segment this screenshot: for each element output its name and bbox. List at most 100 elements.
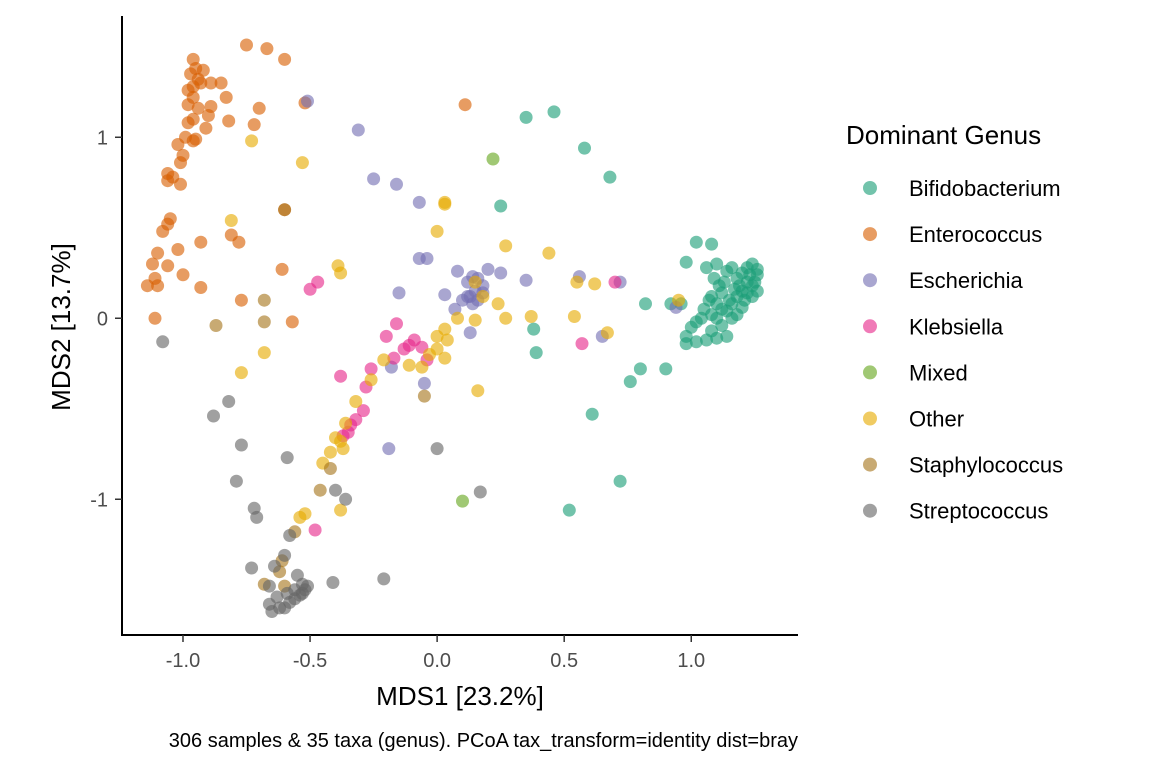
legend-label: Streptococcus — [909, 499, 1048, 524]
point-streptococcus-14 — [268, 559, 281, 573]
legend-title: Dominant Genus — [846, 120, 1041, 150]
point-enterococcus-56 — [285, 315, 299, 329]
point-enterococcus-30 — [186, 134, 200, 148]
point-streptococcus-0 — [156, 335, 170, 349]
point-other-10 — [570, 275, 584, 289]
x-tick-label: -0.5 — [293, 650, 327, 672]
point-enterococcus-1 — [260, 42, 274, 56]
point-enterococcus-17 — [219, 90, 233, 104]
point-other-9 — [468, 275, 482, 289]
legend-label: Staphylococcus — [909, 453, 1063, 478]
legend-swatch — [863, 411, 877, 426]
point-klebsiella-4 — [334, 369, 348, 383]
point-klebsiella-1 — [303, 282, 317, 296]
legend-label: Mixed — [909, 360, 968, 385]
point-bifidobacterium-6 — [705, 237, 719, 251]
point-other-4 — [430, 224, 444, 238]
point-other-39 — [334, 503, 348, 517]
point-bifidobacterium-68 — [562, 503, 576, 517]
point-bifidobacterium-0 — [519, 110, 533, 124]
point-bifidobacterium-54 — [750, 268, 764, 282]
point-other-0 — [245, 134, 259, 148]
point-other-34 — [323, 445, 337, 459]
y-axis-title: MDS2 [13.7%] — [46, 243, 76, 411]
point-bifidobacterium-62 — [623, 375, 637, 389]
point-streptococcus-15 — [278, 548, 292, 562]
point-escherichia-20 — [519, 273, 533, 287]
legend-swatch — [863, 365, 877, 380]
point-other-41 — [234, 366, 248, 380]
point-other-17 — [451, 311, 464, 325]
point-escherichia-2 — [367, 172, 381, 186]
point-enterococcus-28 — [247, 118, 261, 132]
legend-label: Bifidobacterium — [909, 176, 1061, 201]
point-bifidobacterium-61 — [633, 362, 647, 376]
legend-item-enterococcus: Enterococcus — [863, 222, 1042, 247]
point-bifidobacterium-5 — [689, 235, 703, 249]
point-enterococcus-40 — [156, 224, 170, 238]
point-streptococcus-12 — [283, 529, 297, 542]
point-streptococcus-32 — [262, 579, 276, 593]
point-enterococcus-46 — [146, 257, 159, 271]
point-staphylococcus-5 — [323, 462, 337, 475]
legend-label: Klebsiella — [909, 314, 1004, 339]
point-staphylococcus-3 — [257, 315, 271, 329]
legend-swatch — [863, 181, 877, 195]
point-streptococcus-26 — [270, 590, 284, 604]
point-klebsiella-15 — [356, 404, 370, 418]
point-streptococcus-7 — [329, 483, 342, 497]
point-klebsiella-3 — [575, 337, 589, 351]
point-other-37 — [293, 510, 307, 524]
legend-label: Other — [909, 407, 964, 432]
x-tick-label: 0.5 — [550, 650, 578, 672]
point-bifidobacterium-63 — [659, 362, 673, 376]
point-streptococcus-6 — [430, 442, 444, 456]
x-axis-title: MDS1 [23.2%] — [376, 681, 544, 711]
point-enterococcus-49 — [176, 268, 190, 282]
point-enterococcus-7 — [196, 63, 210, 77]
point-other-21 — [430, 329, 444, 343]
point-streptococcus-3 — [234, 438, 248, 452]
legend-item-bifidobacterium: Bifidobacterium — [863, 176, 1061, 201]
legend-swatch — [863, 227, 877, 242]
point-bifidobacterium-3 — [603, 170, 617, 184]
point-mixed-1 — [456, 494, 469, 508]
x-tick-label: -1.0 — [166, 650, 200, 672]
point-streptococcus-33 — [295, 586, 309, 600]
point-other-11 — [588, 277, 602, 291]
y-tick-label: -1 — [90, 489, 108, 511]
point-enterococcus-22 — [201, 109, 215, 122]
points-layer — [140, 38, 764, 618]
point-enterococcus-23 — [181, 116, 195, 130]
point-other-43 — [438, 197, 452, 211]
legend-swatch — [863, 457, 877, 472]
legend-item-staphylococcus: Staphylococcus — [863, 453, 1063, 478]
point-bifidobacterium-4 — [494, 199, 508, 213]
point-enterococcus-36 — [174, 177, 187, 191]
point-bifidobacterium-1 — [547, 105, 561, 119]
legend-swatch — [863, 273, 877, 288]
legend-item-klebsiella: Klebsiella — [863, 314, 1004, 339]
point-klebsiella-7 — [387, 351, 401, 365]
point-bifidobacterium-56 — [720, 304, 734, 318]
point-other-24 — [438, 351, 452, 365]
point-mixed-0 — [486, 152, 500, 166]
legend: Dominant Genus Bifidobacterium Enterococc… — [846, 120, 1063, 524]
point-klebsiella-6 — [379, 329, 393, 343]
legend-label: Enterococcus — [909, 222, 1042, 247]
point-bifidobacterium-64 — [527, 322, 541, 336]
point-enterococcus-53 — [194, 281, 208, 294]
point-other-38 — [471, 384, 485, 398]
point-streptococcus-9 — [473, 485, 487, 499]
point-klebsiella-5 — [390, 317, 403, 331]
point-escherichia-28 — [463, 326, 477, 340]
point-enterococcus-14 — [181, 98, 195, 112]
point-other-26 — [415, 360, 429, 374]
point-escherichia-19 — [494, 266, 508, 280]
point-bifidobacterium-49 — [705, 324, 719, 338]
point-staphylococcus-4 — [417, 389, 431, 403]
point-other-1 — [295, 156, 309, 170]
point-other-14 — [524, 310, 538, 323]
legend-label: Escherichia — [909, 268, 1023, 293]
